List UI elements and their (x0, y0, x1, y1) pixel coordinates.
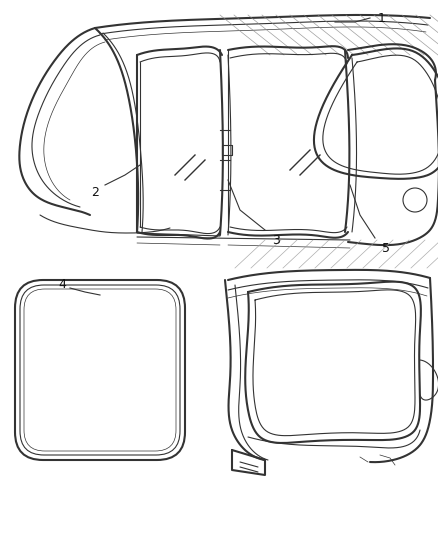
Text: 4: 4 (58, 278, 66, 290)
Text: 1: 1 (378, 12, 386, 25)
Text: 5: 5 (382, 241, 390, 254)
Text: 3: 3 (272, 233, 280, 246)
Text: 2: 2 (91, 185, 99, 198)
